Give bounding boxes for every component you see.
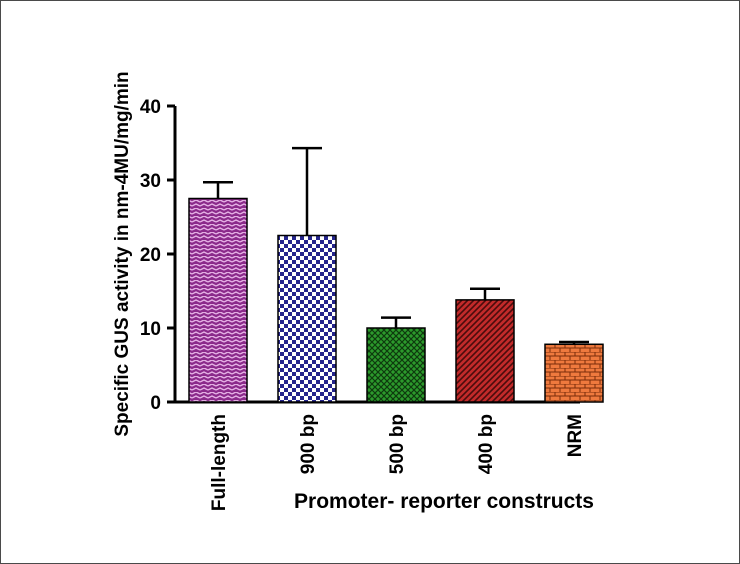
x-tick-label-500-bp: 500 bp [387, 414, 408, 474]
bars-group [188, 197, 604, 403]
x-tick-label-900-bp: 900 bp [298, 414, 319, 474]
bar-nrm [544, 343, 604, 403]
x-tick-label-400-bp: 400 bp [476, 414, 497, 474]
bar-900-bp [277, 234, 337, 403]
y-tick-label: 0 [150, 393, 161, 414]
bar-500-bp [366, 327, 426, 403]
y-tick-label: 40 [140, 97, 161, 118]
error-bars-group [203, 146, 589, 345]
y-tick-label: 10 [140, 319, 161, 340]
y-tick-label: 30 [140, 171, 161, 192]
x-tick-label-full-length: Full-length [209, 414, 230, 511]
x-tick-label-nrm: NRM [565, 414, 586, 457]
x-axis-label: Promoter- reporter constructs [294, 490, 594, 513]
y-tick-label: 20 [140, 245, 161, 266]
y-axis-label: Specific GUS activity in nm-4MU/mg/min [112, 71, 133, 436]
bar-full-length [188, 197, 248, 403]
bar-400-bp [455, 299, 515, 403]
tick-labels-group: 0 10 20 30 40 Full-length 900 bp 500 bp 400 bp NR… [140, 97, 586, 511]
